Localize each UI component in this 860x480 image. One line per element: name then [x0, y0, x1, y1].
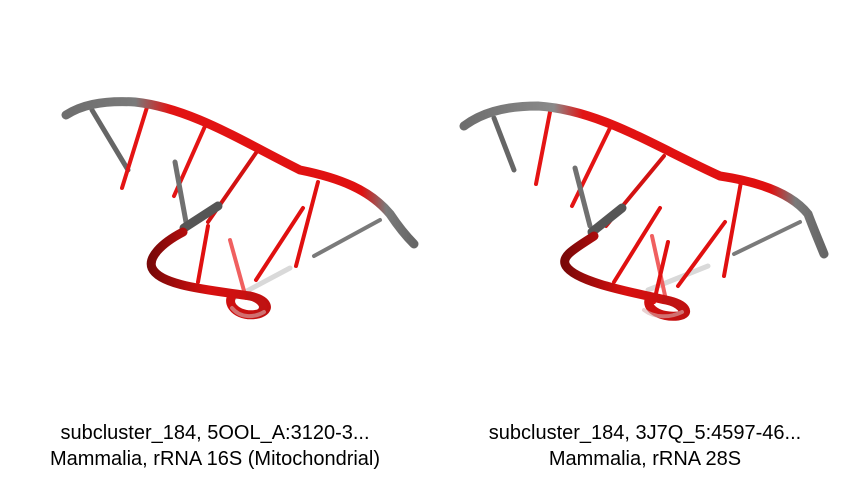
structure-caption-right: subcluster_184, 3J7Q_5:4597-46... Mammal… [430, 420, 860, 472]
structure-caption-left: subcluster_184, 5OOL_A:3120-3... Mammali… [0, 420, 430, 472]
caption-line-2: Mammalia, rRNA 28S [548, 448, 742, 470]
caption-line-2: Mammalia, rRNA 16S (Mitochondrial) [49, 448, 381, 470]
caption-line-1: subcluster_184, 3J7Q_5:4597-46... [488, 422, 802, 444]
structure-panel-right: subcluster_184, 3J7Q_5:4597-46... Mammal… [430, 0, 860, 480]
structure-panel-left: subcluster_184, 5OOL_A:3120-3... Mammali… [0, 97, 430, 472]
rna-structure-render-left [61, 97, 419, 320]
rna-structure-render-right [459, 101, 829, 321]
caption-line-1: subcluster_184, 5OOL_A:3120-3... [60, 422, 370, 444]
